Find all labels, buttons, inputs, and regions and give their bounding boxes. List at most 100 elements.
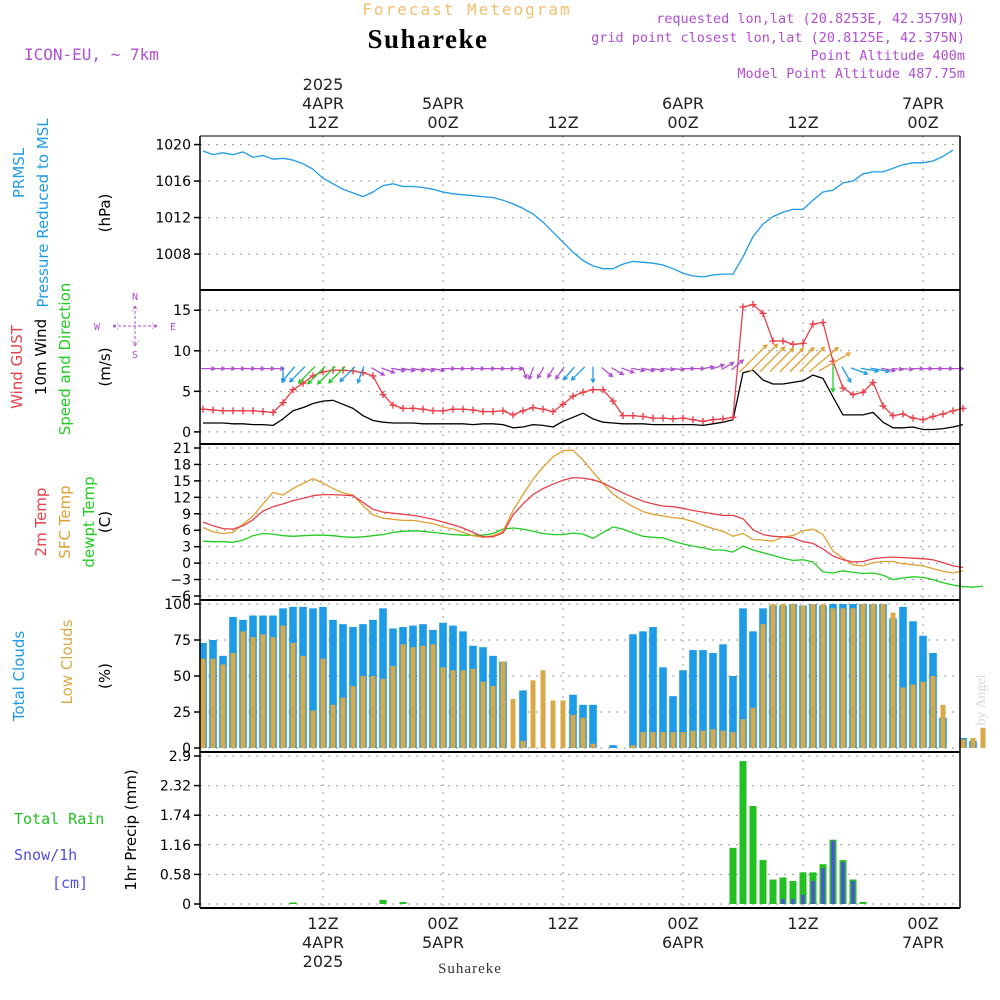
gust-marker [759, 309, 767, 317]
low-clouds-bar [460, 670, 466, 748]
wind-direction-arrow [601, 366, 614, 378]
total-clouds-label: Total Clouds [10, 631, 28, 723]
gust-marker [699, 417, 707, 425]
y-tick-label: 3 [182, 540, 191, 556]
gust-marker [939, 410, 947, 418]
top-time-label: 00Z [427, 113, 458, 132]
gust-marker [919, 416, 927, 424]
low-clouds-bar [320, 658, 326, 748]
y-tick-label: 1012 [155, 211, 191, 227]
wind-direction-arrow [590, 366, 596, 384]
series-line-10m-wind [203, 369, 964, 431]
low-clouds-bar [730, 732, 736, 748]
rain-bar [729, 847, 737, 904]
y-tick-label: 2.9 [169, 749, 191, 765]
y-tick-label: 21 [173, 441, 191, 457]
low-clouds-bar [330, 704, 336, 748]
y-tick-label: −3 [170, 573, 191, 589]
gust-marker [479, 408, 487, 416]
top-time-label: 4APR [302, 94, 344, 113]
gust-marker [259, 408, 267, 416]
wind-direction-arrow [921, 366, 934, 372]
wind-direction-arrow [891, 366, 905, 372]
low-clouds-bar [230, 652, 236, 748]
wind-direction-arrow [850, 367, 869, 376]
gust-marker [869, 378, 877, 386]
y-tick-label: 0 [182, 741, 191, 757]
low-clouds-bar [840, 608, 846, 748]
bottom-time-label: 12Z [787, 914, 818, 933]
low-clouds-bar [910, 684, 916, 748]
gust-marker [519, 407, 527, 415]
wind-direction-arrow [316, 365, 336, 385]
low-clouds-bar [300, 655, 306, 748]
gust-marker [639, 412, 647, 420]
low-clouds-bar [370, 676, 376, 748]
y-tick-label: 12 [173, 490, 191, 506]
low-clouds-bar [900, 687, 906, 748]
y-tick-label: 18 [173, 457, 191, 473]
series-line-wind-gust [202, 303, 964, 422]
wind-direction-arrow [562, 366, 575, 381]
compass-west: W [94, 322, 101, 333]
low-clouds-bar [430, 644, 436, 748]
low-clouds-bar [970, 737, 976, 748]
low-clouds-bar [250, 637, 256, 748]
rain-bar [789, 881, 797, 904]
y-tick-label: 5 [182, 384, 191, 400]
gust-marker [299, 379, 307, 387]
wind-direction-arrow [370, 367, 386, 376]
low-clouds-bar [440, 667, 446, 748]
low-clouds-bar [720, 730, 726, 748]
low-clouds-bar [410, 647, 416, 748]
wind-direction-arrow [841, 366, 852, 384]
total-clouds-bar [339, 624, 347, 748]
gust-marker [279, 399, 287, 407]
y-tick-label: 0 [182, 897, 191, 913]
gust-marker [669, 415, 677, 423]
gust-marker [809, 320, 817, 328]
gust-marker [599, 386, 607, 394]
wind-direction-arrow [527, 366, 535, 381]
gust-marker [709, 416, 717, 424]
wind-direction-arrow [731, 359, 745, 371]
gust-marker [789, 340, 797, 348]
y-tick-label: 9 [182, 507, 191, 523]
rain-bar [799, 872, 807, 904]
gust-marker [769, 337, 777, 345]
top-time-label: 2025 [303, 75, 344, 94]
gust-marker [689, 416, 697, 424]
wind-direction-arrow [281, 366, 296, 383]
low-clouds-bar [940, 704, 946, 748]
y-tick-label: 1016 [155, 174, 191, 190]
low-clouds-bar [980, 727, 986, 748]
low-clouds-bar [740, 719, 746, 748]
wind-direction-arrow [611, 367, 625, 376]
wind-direction-arrow [779, 347, 805, 373]
bottom-time-label: 6APR [662, 933, 704, 952]
gust-marker [729, 413, 737, 421]
gust-marker [209, 406, 217, 414]
requested-coords: requested lon,lat (20.8253E, 42.3579N) [656, 11, 965, 27]
wind-direction-arrow [701, 364, 715, 370]
point-altitude: Point Altitude 400m [811, 48, 965, 64]
low-clouds-bar [810, 604, 816, 748]
gust-marker [419, 405, 427, 413]
compass-east: E [170, 322, 176, 333]
snow-bar [841, 862, 845, 904]
low-clouds-bar [450, 670, 456, 748]
bottom-time-label: 12Z [547, 914, 578, 933]
wind-direction-arrow [759, 346, 786, 373]
y-axis-label: 1hr Precip (mm) [122, 769, 140, 890]
low-clouds-bar [660, 732, 666, 748]
total-clouds-bar [329, 619, 337, 748]
gust-marker [779, 337, 787, 345]
temp-sfc-label: SFC Temp [56, 485, 74, 558]
gust-marker [369, 372, 377, 380]
wind-direction-arrow [555, 366, 565, 381]
bottom-time-label: 00Z [907, 914, 938, 933]
series-line-pressure [202, 149, 954, 278]
gust-marker [929, 412, 937, 420]
low-clouds-bar [800, 605, 806, 748]
